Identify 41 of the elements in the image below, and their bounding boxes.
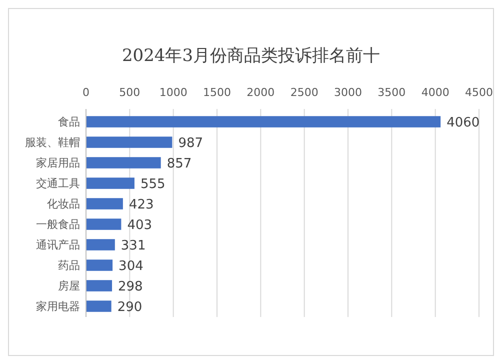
chart-title: 2024年3月份商品类投诉排名前十: [122, 46, 380, 66]
data-label: 423: [128, 197, 154, 212]
y-tick-label: 服装、鞋帽: [25, 136, 80, 150]
bar: [86, 300, 112, 312]
bar: [86, 116, 441, 128]
data-label: 403: [127, 218, 152, 233]
bar: [86, 280, 112, 292]
y-tick-label: 房屋: [58, 280, 80, 293]
bar: [86, 136, 172, 148]
bar: [86, 178, 134, 189]
x-tick-label: 3500: [378, 86, 406, 99]
data-label: 857: [166, 156, 192, 172]
data-label: 987: [178, 136, 204, 151]
y-tick-label: 一般食品: [36, 218, 80, 232]
x-tick-label: 2500: [290, 86, 318, 99]
data-label: 304: [118, 258, 144, 274]
x-tick-label: 3000: [334, 86, 362, 99]
data-label: 331: [120, 238, 146, 254]
bar: [86, 218, 122, 230]
x-tick-label: 0: [82, 86, 90, 99]
y-tick-label: 通讯产品: [36, 238, 80, 252]
y-tick-label: 家用电器: [36, 300, 80, 314]
y-tick-label: 化妆品: [47, 198, 80, 211]
x-tick-label: 1500: [203, 86, 231, 99]
bar: [86, 260, 113, 271]
y-tick-label: 交通工具: [36, 177, 80, 190]
bar: [86, 157, 161, 168]
x-tick-label: 1000: [159, 86, 188, 99]
x-tick-label: 500: [119, 86, 140, 99]
data-label: 290: [117, 300, 142, 315]
x-tick-label: 4000: [421, 86, 450, 99]
x-tick-label: 4500: [465, 86, 493, 99]
y-tick-label: 家居用品: [36, 156, 80, 170]
data-label: 4060: [446, 115, 480, 130]
bar: [86, 198, 123, 210]
bar: [86, 239, 115, 250]
data-label: 298: [118, 279, 143, 294]
y-tick-label: 食品: [58, 116, 80, 129]
x-tick-label: 2000: [246, 86, 275, 99]
y-tick-label: 药品: [58, 259, 80, 272]
data-label: 555: [140, 176, 166, 192]
